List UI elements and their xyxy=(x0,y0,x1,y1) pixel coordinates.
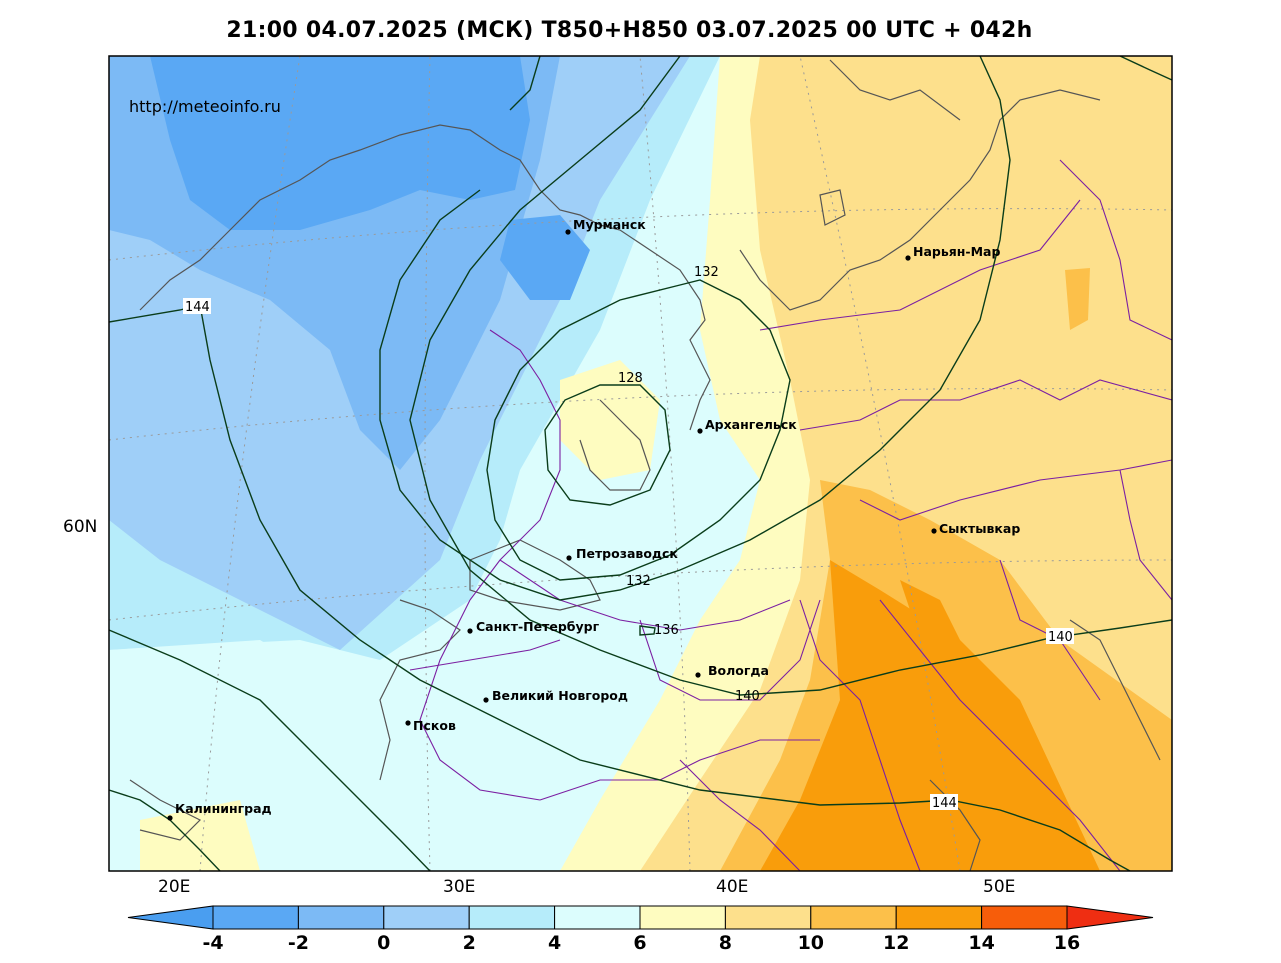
city-label: Великий Новгород xyxy=(492,688,628,703)
colorbar-segment xyxy=(981,905,1068,930)
colorbar-segment xyxy=(554,905,641,930)
colorbar-arrow-high xyxy=(1066,905,1154,930)
city-label: Нарьян-Мар xyxy=(913,244,1000,259)
isohypse-label: 132 xyxy=(694,265,719,280)
isohypse-label: 136 xyxy=(654,623,679,638)
city-label: Вологда xyxy=(708,663,769,678)
colorbar-segment xyxy=(212,905,299,930)
city-label: Мурманск xyxy=(573,217,646,232)
colorbar-tick-label: 12 xyxy=(883,932,909,954)
city-markers: Мурманск Нарьян-Мар Архангельск Сыктывка… xyxy=(167,217,1020,821)
isohypse-label: 144 xyxy=(932,796,957,811)
colorbar-tick-label: 8 xyxy=(719,932,732,954)
lon-label: 20E xyxy=(158,877,190,897)
map-frame xyxy=(108,55,1173,872)
colorbar-segment xyxy=(895,905,983,930)
colorbar-tick-label: 6 xyxy=(633,932,646,954)
isohypse-label: 132 xyxy=(626,574,651,589)
isohypse-label: 140 xyxy=(1048,630,1073,645)
colorbar-tick-label: 16 xyxy=(1054,932,1080,954)
colorbar-tick-label: 10 xyxy=(798,932,824,954)
colorbar-segment xyxy=(810,905,897,930)
isohypse-label: 128 xyxy=(618,371,643,386)
isohypse-label: 140 xyxy=(735,689,760,704)
lon-label: 50E xyxy=(983,877,1015,897)
city-label: Петрозаводск xyxy=(576,546,678,561)
source-url: http://meteoinfo.ru xyxy=(129,97,281,116)
lon-label: 30E xyxy=(443,877,475,897)
map-title: 21:00 04.07.2025 (МСК) T850+H850 03.07.2… xyxy=(226,18,1033,43)
colorbar-segment xyxy=(297,905,385,930)
isohypse-label: 144 xyxy=(185,300,210,315)
colorbar-tick-label: 0 xyxy=(377,932,390,954)
colorbar-arrow-low xyxy=(127,905,214,930)
colorbar-tick-label: -2 xyxy=(288,932,309,954)
lon-label: 40E xyxy=(716,877,748,897)
colorbar-segment xyxy=(468,905,556,930)
city-label: Санкт-Петербург xyxy=(476,619,600,634)
colorbar-segment xyxy=(639,905,726,930)
lat-label: 60N xyxy=(63,517,97,537)
city-label: Архангельск xyxy=(705,417,797,432)
colorbar-tick-label: -4 xyxy=(202,932,223,954)
city-label: Калининград xyxy=(175,801,272,816)
city-label: Псков xyxy=(413,718,456,733)
colorbar-segment xyxy=(724,905,812,930)
colorbar: -4 -2 0 2 4 6 8 10 12 14 16 xyxy=(127,905,1154,954)
city-label: Сыктывкар xyxy=(939,521,1020,536)
colorbar-tick-label: 2 xyxy=(463,932,476,954)
colorbar-tick-label: 4 xyxy=(548,932,561,954)
colorbar-tick-label: 14 xyxy=(968,932,994,954)
temperature-field xyxy=(109,56,1172,871)
colorbar-segment xyxy=(383,905,470,930)
isohypse-labels: 144 132 128 132 136 140 140 144 xyxy=(183,265,1074,811)
